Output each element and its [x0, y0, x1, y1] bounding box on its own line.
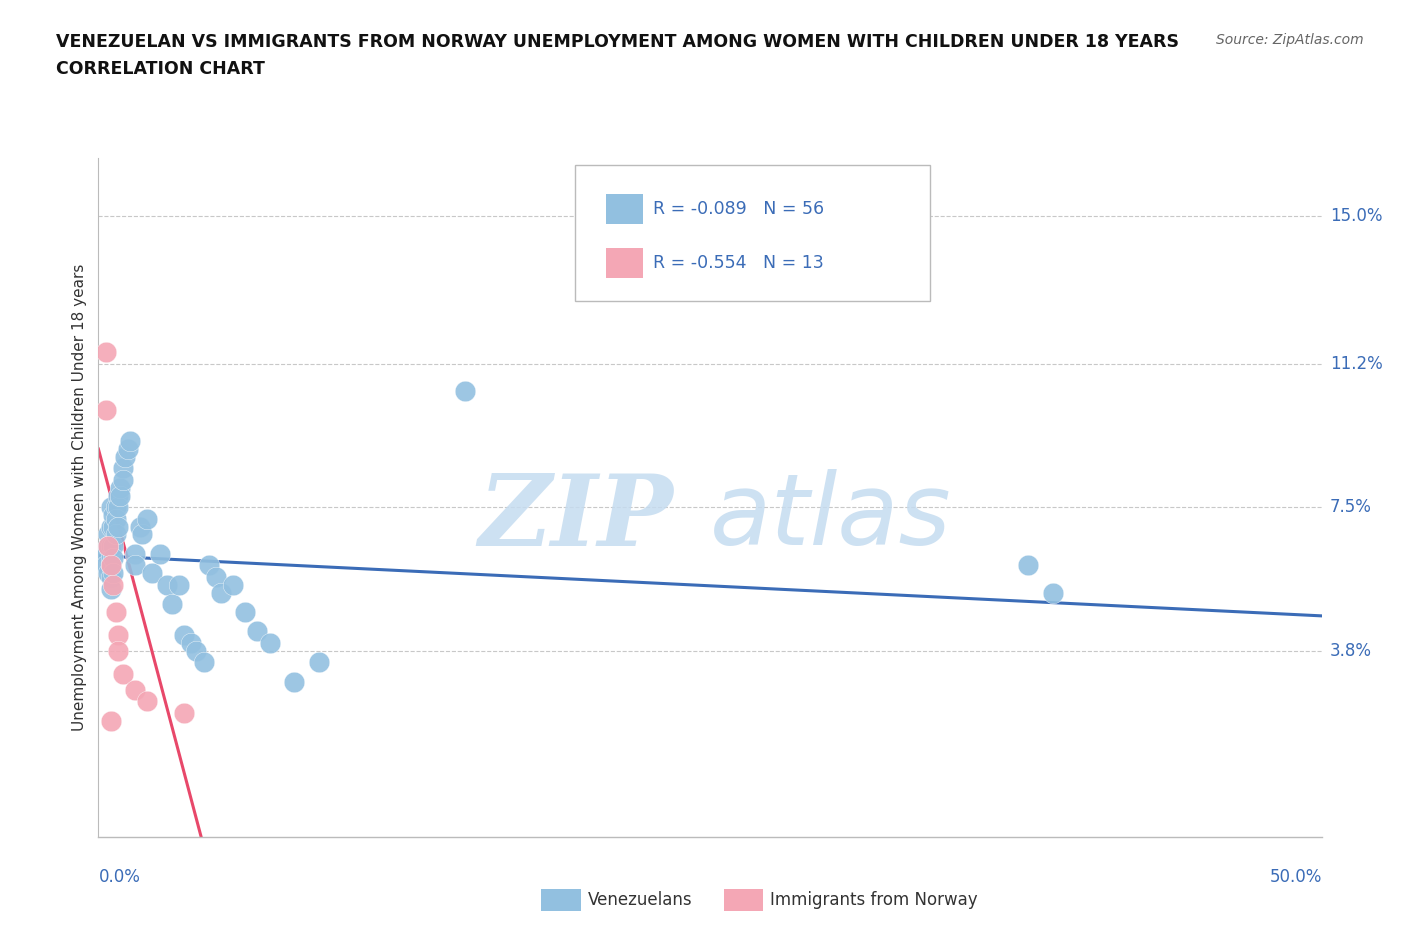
- Text: 0.0%: 0.0%: [98, 868, 141, 885]
- Point: [101, 578, 124, 592]
- Point: [149, 546, 172, 561]
- Point: [173, 628, 195, 643]
- Point: [100, 570, 122, 585]
- Point: [101, 565, 124, 580]
- Point: [107, 499, 129, 514]
- Point: [209, 585, 232, 600]
- Point: [124, 546, 146, 561]
- Point: [100, 581, 122, 596]
- Text: Source: ZipAtlas.com: Source: ZipAtlas.com: [1216, 33, 1364, 46]
- Point: [136, 512, 159, 526]
- Point: [114, 449, 136, 464]
- Point: [104, 499, 127, 514]
- Text: atlas: atlas: [710, 470, 952, 566]
- Point: [110, 481, 132, 496]
- Text: 3.8%: 3.8%: [1330, 642, 1372, 659]
- Point: [97, 538, 120, 553]
- Point: [100, 558, 122, 573]
- Point: [180, 635, 202, 650]
- Point: [205, 570, 228, 585]
- Point: [454, 383, 477, 398]
- Point: [193, 655, 215, 670]
- Point: [104, 604, 127, 619]
- Point: [100, 558, 122, 573]
- Point: [101, 551, 124, 565]
- Point: [100, 519, 122, 534]
- Point: [246, 624, 269, 639]
- Point: [111, 667, 134, 682]
- Point: [111, 461, 134, 476]
- Text: 7.5%: 7.5%: [1330, 498, 1372, 516]
- Bar: [606, 194, 643, 224]
- Point: [167, 578, 190, 592]
- Text: ZIP: ZIP: [478, 470, 673, 566]
- Point: [1042, 585, 1064, 600]
- Point: [233, 604, 256, 619]
- Y-axis label: Unemployment Among Women with Children Under 18 years: Unemployment Among Women with Children U…: [72, 264, 87, 731]
- Point: [1017, 558, 1039, 573]
- Point: [129, 519, 152, 534]
- Point: [124, 682, 146, 697]
- Point: [107, 628, 129, 643]
- Text: Immigrants from Norway: Immigrants from Norway: [770, 891, 979, 910]
- Point: [107, 519, 129, 534]
- Point: [160, 597, 183, 612]
- Point: [141, 565, 163, 580]
- Text: VENEZUELAN VS IMMIGRANTS FROM NORWAY UNEMPLOYMENT AMONG WOMEN WITH CHILDREN UNDE: VENEZUELAN VS IMMIGRANTS FROM NORWAY UNE…: [56, 33, 1180, 50]
- Point: [97, 527, 120, 542]
- Point: [222, 578, 245, 592]
- Point: [117, 442, 139, 457]
- Text: 15.0%: 15.0%: [1330, 207, 1382, 225]
- Point: [197, 558, 219, 573]
- Point: [131, 527, 153, 542]
- Point: [101, 519, 124, 534]
- Point: [259, 635, 281, 650]
- Point: [186, 644, 208, 658]
- Bar: [606, 248, 643, 278]
- Text: CORRELATION CHART: CORRELATION CHART: [56, 60, 266, 78]
- Point: [97, 538, 120, 553]
- Point: [94, 558, 117, 573]
- Text: R = -0.554   N = 13: R = -0.554 N = 13: [652, 254, 824, 272]
- Point: [100, 713, 122, 728]
- Point: [111, 472, 134, 487]
- Point: [100, 499, 122, 514]
- Text: 50.0%: 50.0%: [1270, 868, 1322, 885]
- Text: Venezuelans: Venezuelans: [588, 891, 692, 910]
- Point: [97, 565, 120, 580]
- Point: [173, 706, 195, 721]
- Point: [100, 551, 122, 565]
- Point: [94, 403, 117, 418]
- Point: [104, 512, 127, 526]
- Text: 11.2%: 11.2%: [1330, 354, 1382, 373]
- Point: [101, 508, 124, 523]
- Point: [107, 644, 129, 658]
- Point: [120, 434, 142, 449]
- Point: [124, 558, 146, 573]
- Point: [136, 694, 159, 709]
- Point: [110, 488, 132, 503]
- FancyBboxPatch shape: [575, 165, 931, 300]
- Point: [101, 538, 124, 553]
- Point: [94, 546, 117, 561]
- Point: [107, 488, 129, 503]
- Text: R = -0.089   N = 56: R = -0.089 N = 56: [652, 200, 824, 218]
- Point: [104, 527, 127, 542]
- Point: [308, 655, 330, 670]
- Point: [94, 345, 117, 360]
- Point: [100, 538, 122, 553]
- Point: [283, 674, 305, 689]
- Point: [156, 578, 179, 592]
